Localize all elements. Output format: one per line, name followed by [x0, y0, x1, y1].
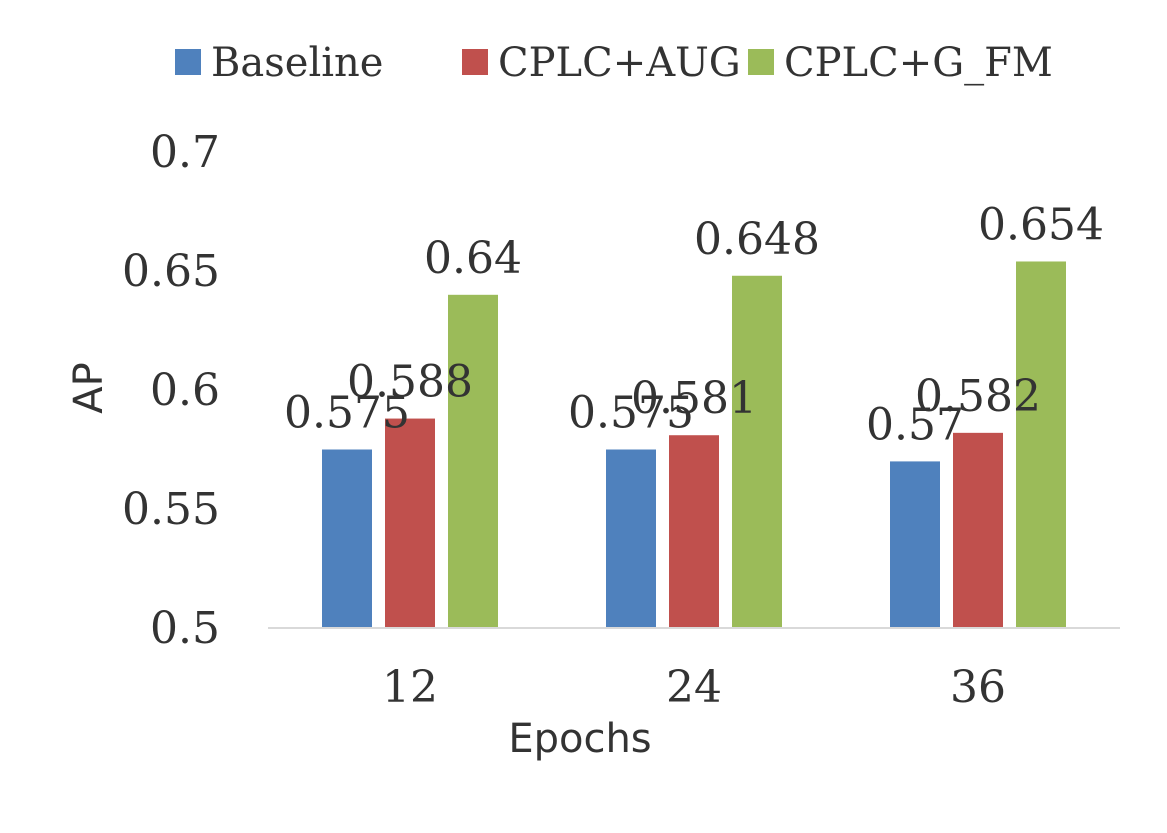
x-tick-label: 24	[666, 662, 722, 713]
bar-cplc-g-fm-12	[448, 294, 498, 628]
data-label: 0.575	[284, 388, 410, 439]
x-tick-label: 12	[382, 662, 438, 713]
bar-baseline-36	[890, 461, 940, 628]
y-tick-label: 0.7	[150, 127, 220, 178]
y-tick-label: 0.6	[150, 365, 220, 416]
data-label: 0.581	[631, 373, 757, 424]
legend-label: Baseline	[211, 40, 383, 86]
bar-baseline-24	[606, 449, 656, 628]
legend-label: CPLC+G_FM	[784, 40, 1053, 86]
bar-cplc-aug-24	[669, 435, 719, 628]
legend-swatch	[175, 49, 201, 75]
legend-swatch	[748, 49, 774, 75]
x-axis-ticks: 12 24 36	[382, 662, 1006, 713]
bar-cplc-g-fm-36	[1016, 261, 1066, 628]
data-label: 0.654	[978, 199, 1104, 250]
bar-cplc-g-fm-24	[732, 275, 782, 628]
bar-cplc-aug-12	[385, 418, 435, 628]
legend-swatch	[462, 49, 488, 75]
y-tick-label: 0.5	[150, 603, 220, 654]
y-axis-ticks: 0.5 0.55 0.6 0.65 0.7	[122, 127, 220, 654]
data-label: 0.64	[424, 233, 522, 284]
x-tick-label: 36	[950, 662, 1006, 713]
bars	[322, 261, 1066, 628]
data-label: 0.57	[866, 399, 964, 450]
data-labels: 0.5750.5880.640.5750.5810.6480.570.5820.…	[284, 199, 1104, 450]
data-label: 0.575	[568, 388, 694, 439]
data-label: 0.588	[347, 357, 473, 408]
bar-cplc-aug-36	[953, 432, 1003, 628]
y-tick-label: 0.55	[122, 484, 220, 535]
legend-label: CPLC+AUG	[498, 40, 741, 86]
data-label: 0.582	[915, 371, 1041, 422]
data-label: 0.648	[694, 214, 820, 265]
y-tick-label: 0.65	[122, 246, 220, 297]
x-axis-title: Epochs	[508, 716, 651, 762]
bar-baseline-12	[322, 449, 372, 628]
y-axis-title: AP	[66, 362, 112, 413]
legend: Baseline CPLC+AUG CPLC+G_FM	[175, 40, 1053, 86]
